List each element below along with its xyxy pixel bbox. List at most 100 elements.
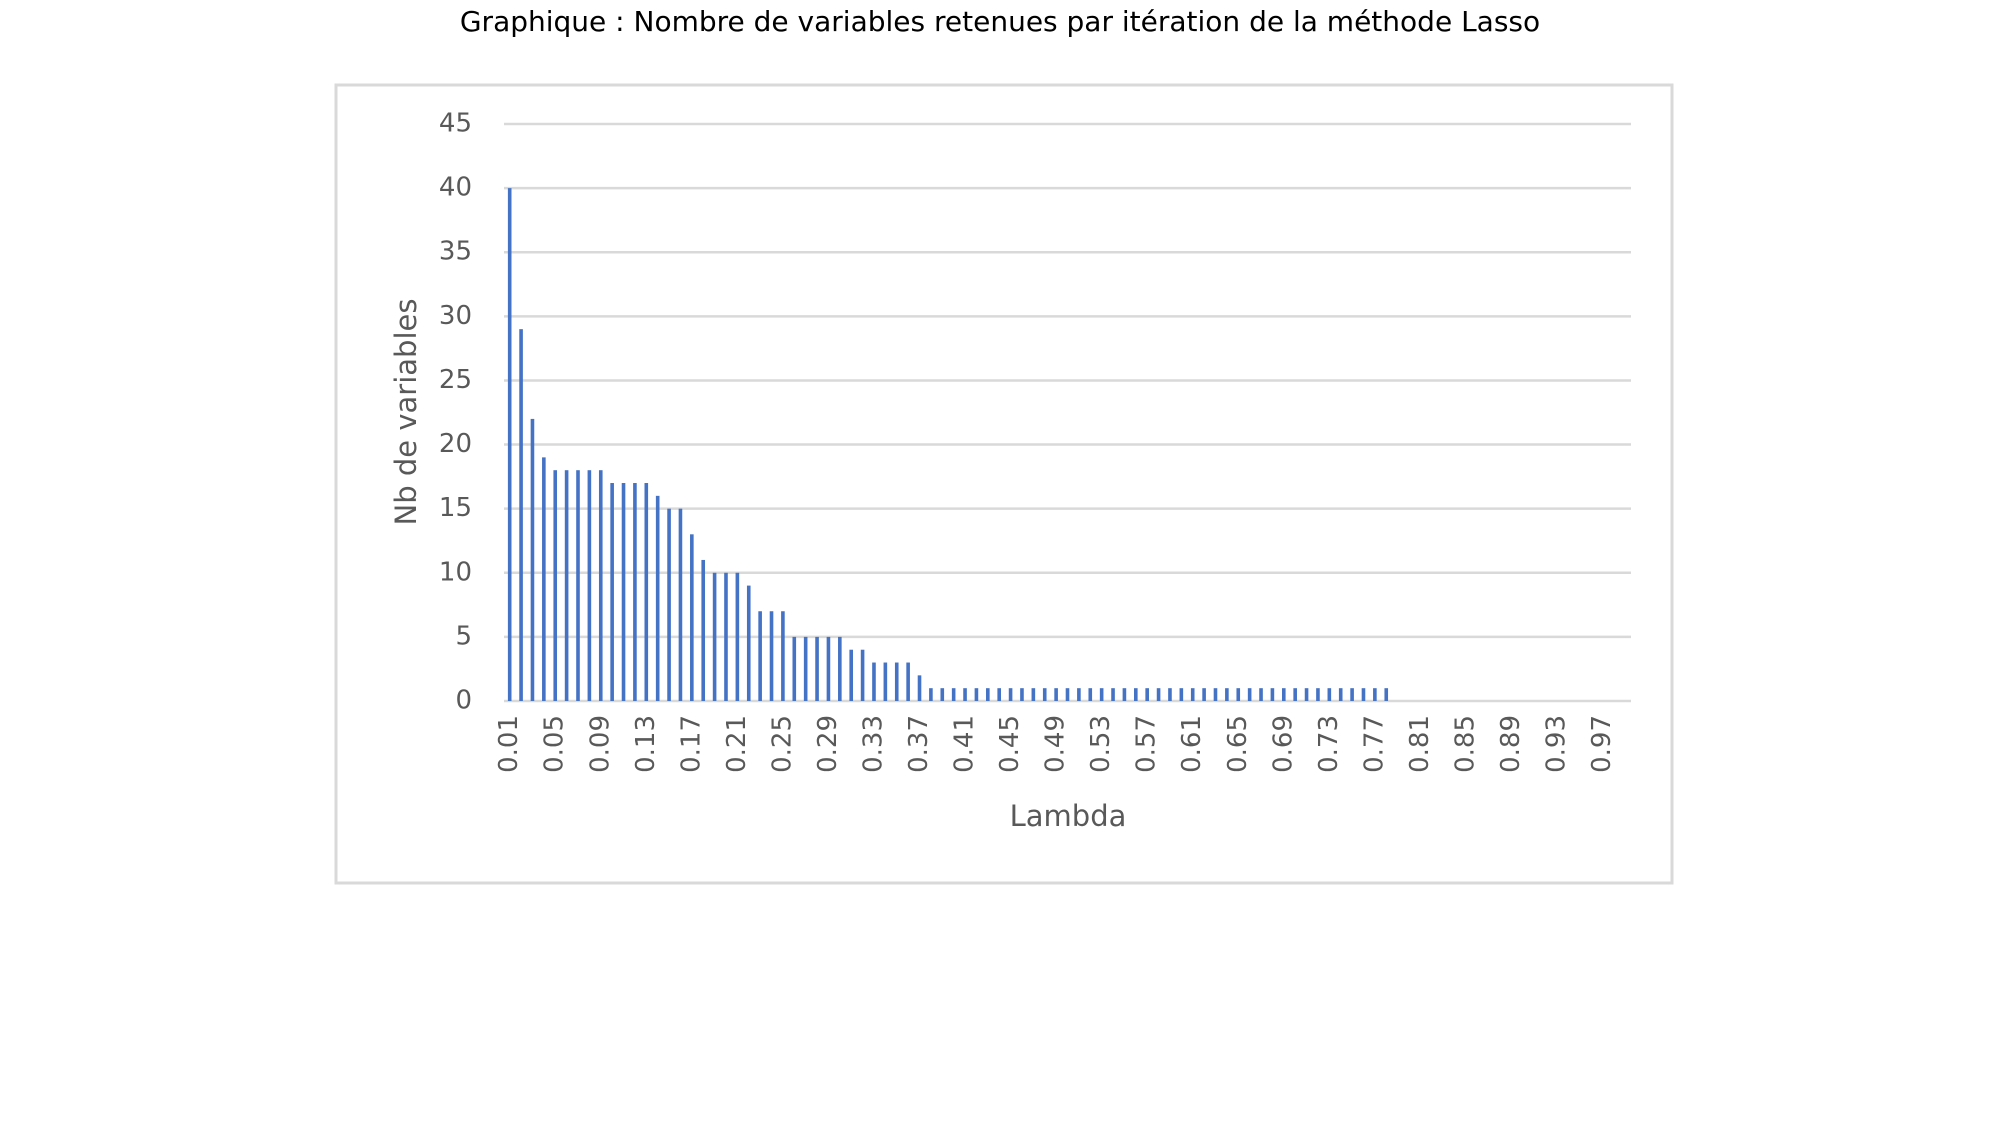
bar — [1190, 688, 1195, 701]
x-tick-label: 0.05 — [540, 715, 570, 773]
bar — [1134, 688, 1138, 701]
x-tick-label: 0.89 — [1496, 715, 1526, 773]
bar — [1350, 688, 1354, 701]
bar — [826, 636, 831, 701]
bar — [1168, 688, 1172, 701]
chart-frame — [334, 83, 1674, 885]
bar — [530, 418, 535, 701]
bar — [1236, 688, 1241, 701]
bar — [542, 457, 546, 701]
bar — [883, 662, 888, 701]
bar — [1054, 688, 1058, 701]
x-tick-label: 0.69 — [1268, 715, 1298, 773]
bar — [519, 329, 523, 701]
bar — [564, 470, 569, 701]
bar — [1270, 688, 1275, 701]
bar — [553, 470, 558, 701]
bar — [792, 636, 797, 701]
bar — [1373, 688, 1377, 701]
bar — [587, 470, 592, 701]
bar — [1042, 688, 1047, 701]
bar — [1281, 688, 1286, 701]
bar — [1111, 688, 1115, 701]
bar — [1008, 688, 1013, 701]
bar — [1065, 688, 1070, 701]
bar — [929, 688, 933, 701]
bar — [917, 675, 922, 701]
y-tick-label: 5 — [455, 621, 472, 651]
bar — [963, 688, 967, 701]
bar — [849, 649, 854, 701]
bar — [997, 688, 1001, 701]
bar — [610, 483, 614, 701]
bar — [644, 483, 649, 701]
x-tick-label: 0.53 — [1086, 715, 1116, 773]
x-tick-label: 0.49 — [1041, 715, 1071, 773]
bar — [507, 188, 512, 702]
bar — [1225, 688, 1229, 701]
bar — [815, 636, 819, 701]
bar — [894, 662, 899, 701]
y-tick-label: 45 — [439, 109, 472, 139]
bar — [1384, 688, 1389, 701]
bar — [1361, 688, 1366, 701]
bar — [667, 508, 671, 701]
x-tick-label: 0.65 — [1223, 715, 1253, 773]
y-tick-label: 15 — [439, 493, 472, 523]
bar — [724, 572, 728, 701]
y-axis-title: Nb de variables — [389, 299, 423, 526]
bar — [712, 572, 717, 701]
bar — [1338, 688, 1343, 701]
bar — [655, 495, 660, 701]
y-tick-label: 10 — [439, 557, 472, 587]
bar — [746, 585, 751, 701]
bar — [986, 688, 990, 701]
y-tick-label: 20 — [439, 429, 472, 459]
bar — [758, 611, 762, 701]
bar — [598, 470, 603, 701]
y-tick-label: 25 — [439, 365, 472, 395]
bar — [1077, 688, 1081, 701]
x-tick-label: 0.33 — [858, 715, 888, 773]
x-tick-label: 0.25 — [767, 715, 797, 773]
x-tick-label: 0.01 — [494, 715, 524, 773]
bar — [690, 534, 694, 701]
bar — [1293, 688, 1297, 701]
bar — [1156, 688, 1161, 701]
bar — [1316, 688, 1320, 701]
bar — [1145, 688, 1149, 701]
bar — [1247, 688, 1252, 701]
x-tick-label: 0.21 — [722, 715, 752, 773]
bar — [906, 662, 910, 701]
bar — [1031, 688, 1036, 701]
bar — [1088, 688, 1093, 701]
x-tick-label: 0.09 — [585, 715, 615, 773]
bar — [633, 483, 637, 701]
bar — [803, 636, 808, 701]
x-tick-label: 0.41 — [950, 715, 980, 773]
y-tick-label: 35 — [439, 237, 472, 267]
bar — [860, 649, 865, 701]
chart-title: Graphique : Nombre de variables retenues… — [460, 5, 1540, 38]
y-tick-label: 40 — [439, 173, 472, 203]
bar — [701, 559, 706, 701]
x-tick-label: 0.77 — [1359, 715, 1389, 773]
x-tick-label: 0.29 — [813, 715, 843, 773]
x-tick-label: 0.97 — [1587, 715, 1617, 773]
bar — [769, 611, 774, 701]
bar — [1099, 688, 1104, 701]
bar — [1179, 688, 1184, 701]
x-tick-label: 0.45 — [995, 715, 1025, 773]
y-tick-label: 30 — [439, 301, 472, 331]
bar — [974, 688, 979, 701]
bar — [1327, 688, 1332, 701]
bar — [951, 688, 956, 701]
x-tick-label: 0.17 — [676, 715, 706, 773]
bar — [735, 572, 740, 701]
bar — [781, 611, 785, 701]
x-tick-label: 0.13 — [631, 715, 661, 773]
bar — [1259, 688, 1263, 701]
bar — [1202, 688, 1206, 701]
